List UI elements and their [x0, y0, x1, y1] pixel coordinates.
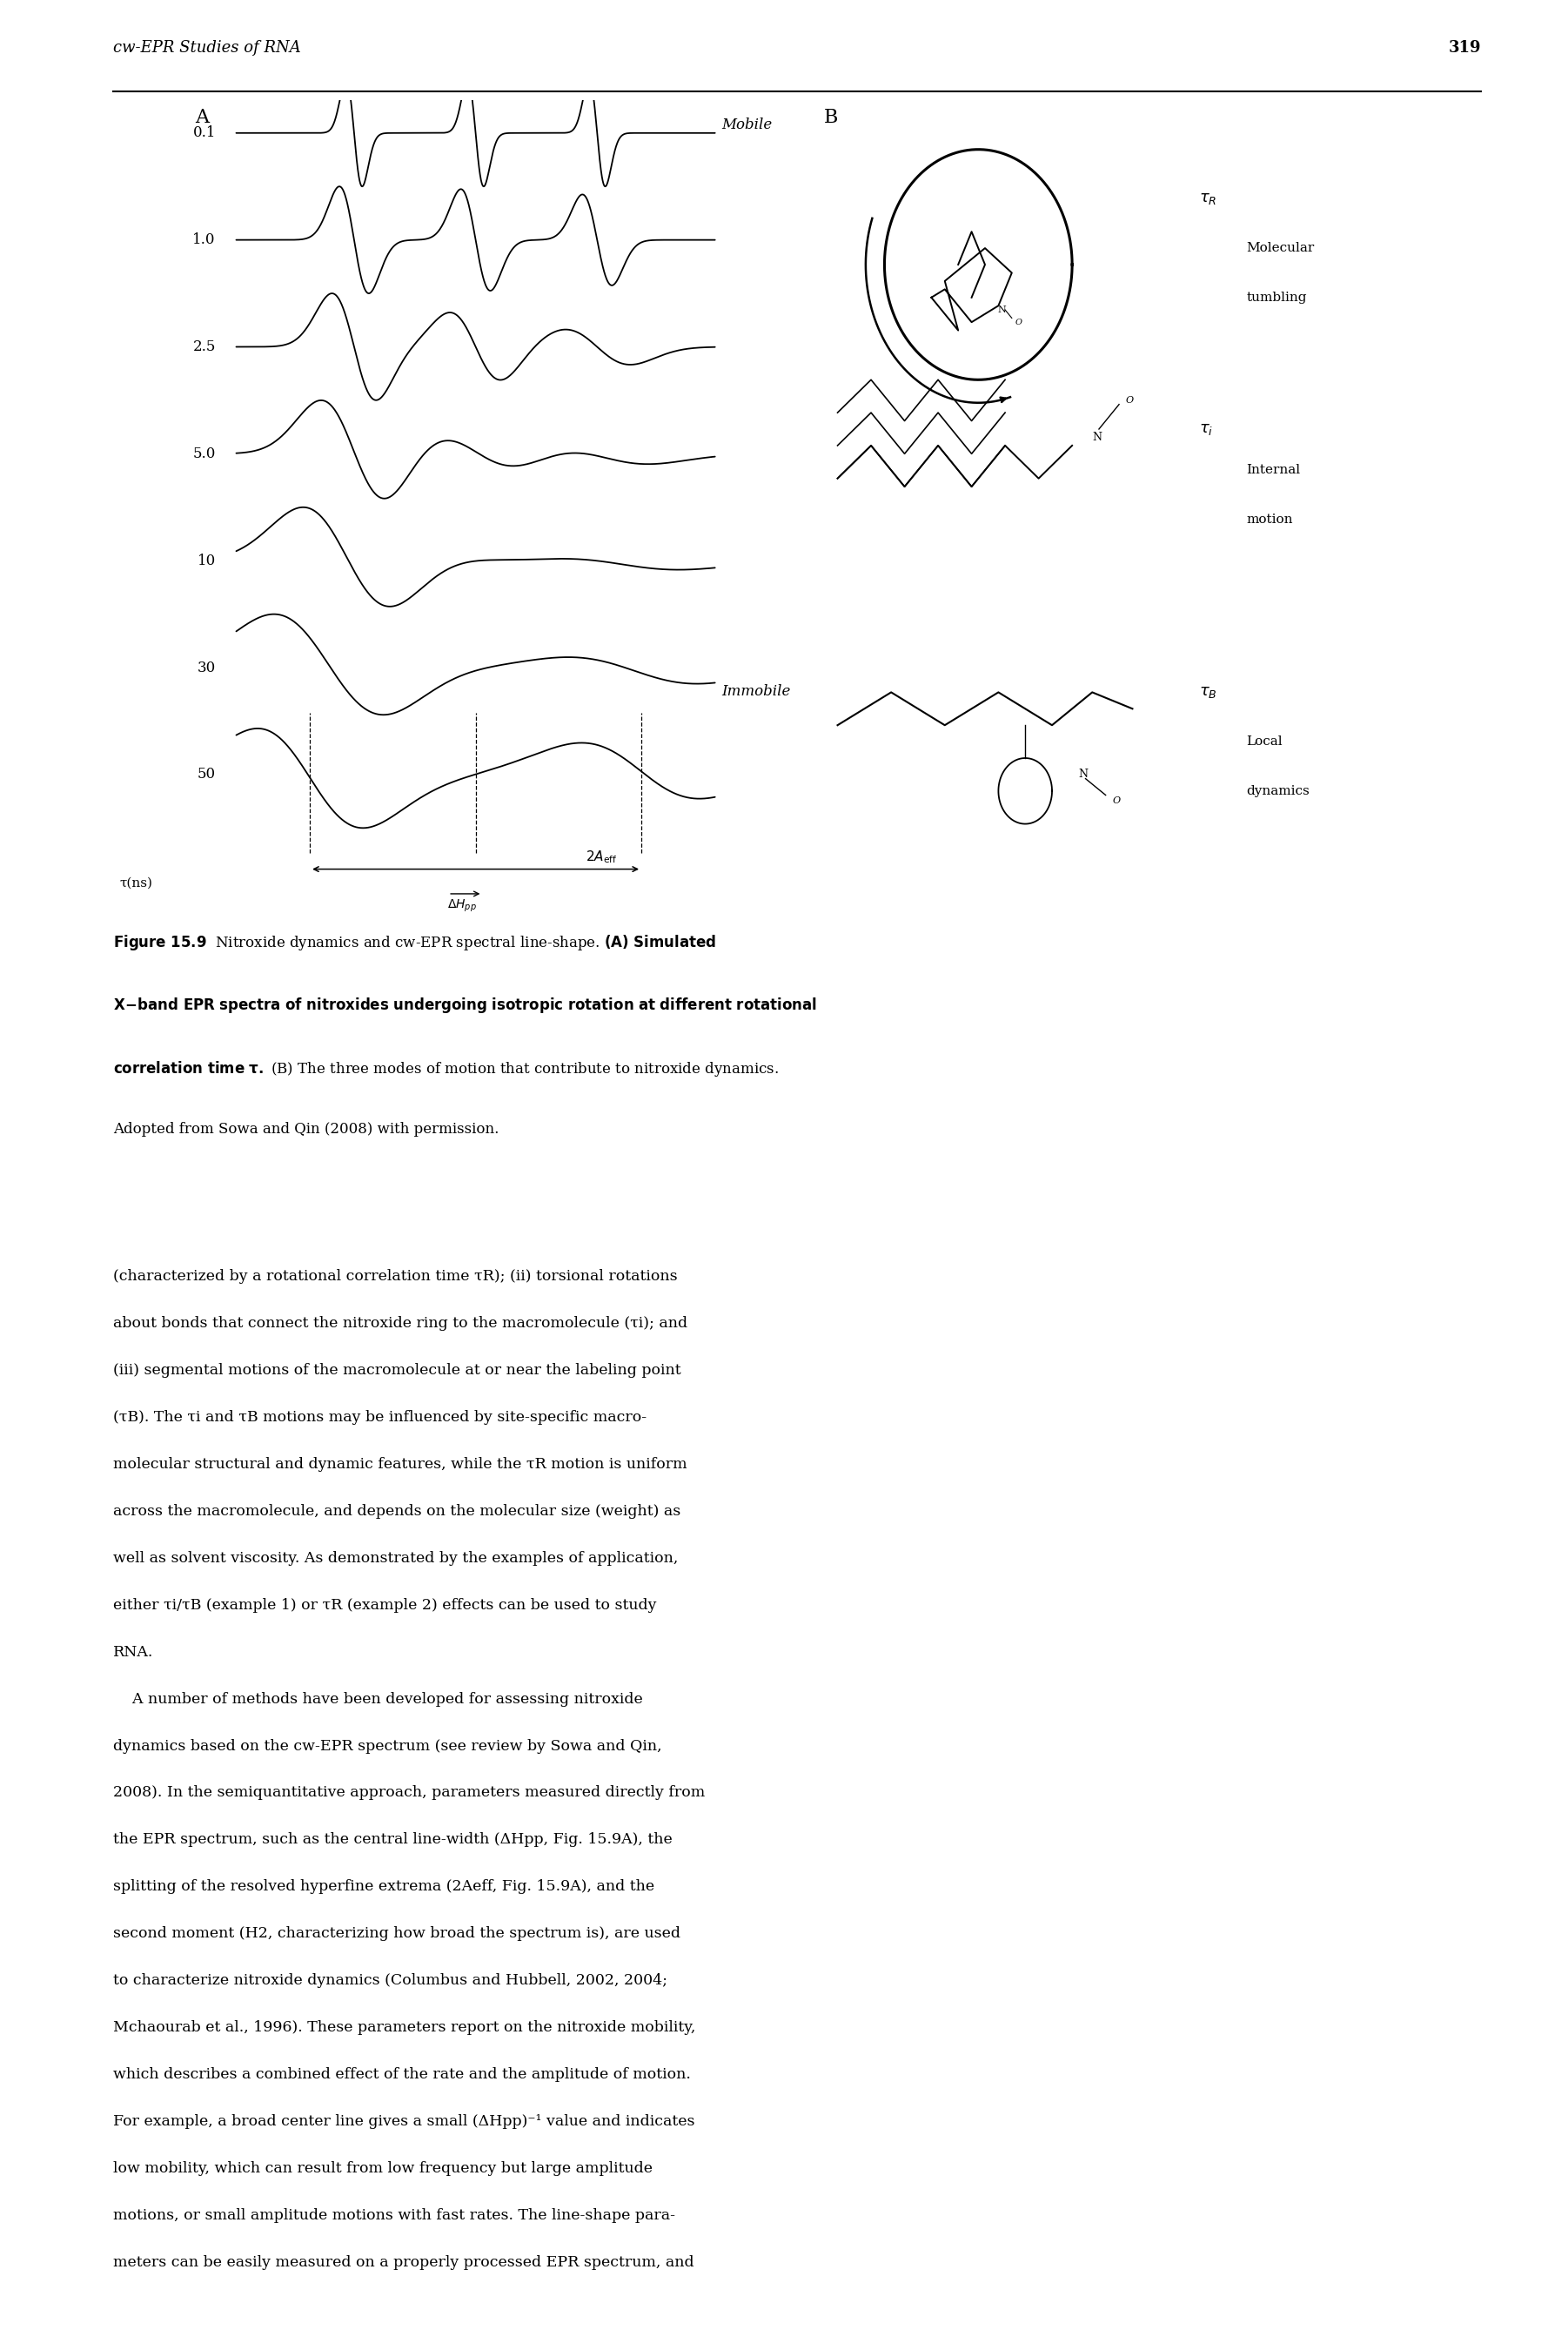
Text: across the macromolecule, and depends on the molecular size (weight) as: across the macromolecule, and depends on…	[113, 1504, 681, 1518]
Text: For example, a broad center line gives a small (ΔHpp)⁻¹ value and indicates: For example, a broad center line gives a…	[113, 2115, 695, 2129]
Text: $\tau_i$: $\tau_i$	[1200, 421, 1214, 437]
Text: meters can be easily measured on a properly processed EPR spectrum, and: meters can be easily measured on a prope…	[113, 2254, 695, 2270]
Text: (τB). The τi and τB motions may be influenced by site-specific macro-: (τB). The τi and τB motions may be influ…	[113, 1410, 646, 1424]
Text: N: N	[1079, 768, 1088, 780]
Text: dynamics: dynamics	[1247, 785, 1309, 797]
Text: Adopted from Sowa and Qin (2008) with permission.: Adopted from Sowa and Qin (2008) with pe…	[113, 1123, 499, 1137]
Text: low mobility, which can result from low frequency but large amplitude: low mobility, which can result from low …	[113, 2162, 652, 2176]
Text: B: B	[825, 108, 839, 127]
Text: Local: Local	[1247, 736, 1283, 747]
Text: A number of methods have been developed for assessing nitroxide: A number of methods have been developed …	[113, 1692, 643, 1706]
Text: 1.0: 1.0	[193, 233, 216, 247]
Text: 10: 10	[198, 552, 216, 569]
Text: 2.5: 2.5	[193, 338, 216, 355]
Text: tumbling: tumbling	[1247, 291, 1306, 303]
Text: $\mathbf{Figure\ 15.9}$  Nitroxide dynamics and cw-EPR spectral line-shape. $\ma: $\mathbf{Figure\ 15.9}$ Nitroxide dynami…	[113, 933, 717, 952]
Text: $\mathbf{X\!-\!band\ EPR\ spectra\ of\ nitroxides\ undergoing\ isotropic\ rotati: $\mathbf{X\!-\!band\ EPR\ spectra\ of\ n…	[113, 996, 817, 1015]
Text: $\Delta H_{pp}$: $\Delta H_{pp}$	[447, 898, 477, 914]
Text: Mchaourab et al., 1996). These parameters report on the nitroxide mobility,: Mchaourab et al., 1996). These parameter…	[113, 2021, 696, 2035]
Text: $\tau_R$: $\tau_R$	[1200, 190, 1217, 207]
Text: $\mathbf{correlation\ time\ \tau.}$ (B) The three modes of motion that contribut: $\mathbf{correlation\ time\ \tau.}$ (B) …	[113, 1060, 779, 1079]
Text: Immobile: Immobile	[721, 684, 790, 698]
Text: RNA.: RNA.	[113, 1645, 154, 1659]
Text: Molecular: Molecular	[1247, 242, 1314, 254]
Text: (characterized by a rotational correlation time τR); (ii) torsional rotations: (characterized by a rotational correlati…	[113, 1269, 677, 1283]
Text: 2008). In the semiquantitative approach, parameters measured directly from: 2008). In the semiquantitative approach,…	[113, 1786, 706, 1800]
Text: $\tau_B$: $\tau_B$	[1200, 684, 1217, 700]
Text: 0.1: 0.1	[193, 125, 216, 141]
Text: 30: 30	[198, 660, 216, 674]
Text: O: O	[1126, 395, 1134, 404]
Text: (iii) segmental motions of the macromolecule at or near the labeling point: (iii) segmental motions of the macromole…	[113, 1363, 681, 1377]
Text: Mobile: Mobile	[721, 118, 773, 132]
Text: 50: 50	[198, 766, 216, 783]
Text: either τi/τB (example 1) or τR (example 2) effects can be used to study: either τi/τB (example 1) or τR (example …	[113, 1598, 657, 1612]
Text: $2A_{\rm eff}$: $2A_{\rm eff}$	[586, 848, 618, 865]
Text: 5.0: 5.0	[193, 446, 216, 461]
Text: dynamics based on the cw-EPR spectrum (see review by Sowa and Qin,: dynamics based on the cw-EPR spectrum (s…	[113, 1739, 662, 1753]
Text: which describes a combined effect of the rate and the amplitude of motion.: which describes a combined effect of the…	[113, 2068, 691, 2082]
Text: O: O	[1014, 317, 1022, 327]
Text: splitting of the resolved hyperfine extrema (2Aeff, Fig. 15.9A), and the: splitting of the resolved hyperfine extr…	[113, 1880, 654, 1894]
Text: N: N	[1093, 432, 1102, 442]
Text: to characterize nitroxide dynamics (Columbus and Hubbell, 2002, 2004;: to characterize nitroxide dynamics (Colu…	[113, 1974, 668, 1988]
Text: about bonds that connect the nitroxide ring to the macromolecule (τi); and: about bonds that connect the nitroxide r…	[113, 1316, 687, 1330]
Text: Internal: Internal	[1247, 465, 1300, 477]
Text: well as solvent viscosity. As demonstrated by the examples of application,: well as solvent viscosity. As demonstrat…	[113, 1551, 679, 1565]
Text: cw-EPR Studies of RNA: cw-EPR Studies of RNA	[113, 40, 301, 56]
Text: motions, or small amplitude motions with fast rates. The line-shape para-: motions, or small amplitude motions with…	[113, 2209, 676, 2223]
Text: motion: motion	[1247, 512, 1294, 526]
Text: molecular structural and dynamic features, while the τR motion is uniform: molecular structural and dynamic feature…	[113, 1457, 687, 1471]
Text: O: O	[1112, 797, 1120, 806]
Text: 319: 319	[1449, 40, 1482, 56]
Text: τ(ns): τ(ns)	[121, 877, 154, 891]
Text: N: N	[997, 306, 1007, 315]
Text: A: A	[194, 108, 209, 127]
Text: second moment (H2, characterizing how broad the spectrum is), are used: second moment (H2, characterizing how br…	[113, 1927, 681, 1941]
Text: the EPR spectrum, such as the central line-width (ΔHpp, Fig. 15.9A), the: the EPR spectrum, such as the central li…	[113, 1833, 673, 1847]
